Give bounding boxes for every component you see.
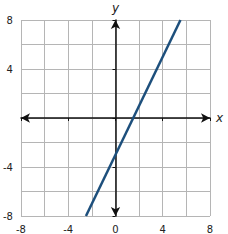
svg-text:y: y [111, 1, 120, 15]
svg-text:0: 0 [112, 224, 118, 234]
svg-text:-8: -8 [3, 211, 13, 222]
svg-text:4: 4 [160, 224, 166, 234]
svg-text:8: 8 [7, 15, 13, 26]
svg-text:4: 4 [7, 64, 13, 75]
svg-text:8: 8 [207, 224, 213, 234]
svg-text:x: x [215, 111, 224, 125]
svg-text:-8: -8 [16, 224, 26, 234]
svg-text:-4: -4 [3, 162, 13, 173]
svg-text:-4: -4 [63, 224, 73, 234]
